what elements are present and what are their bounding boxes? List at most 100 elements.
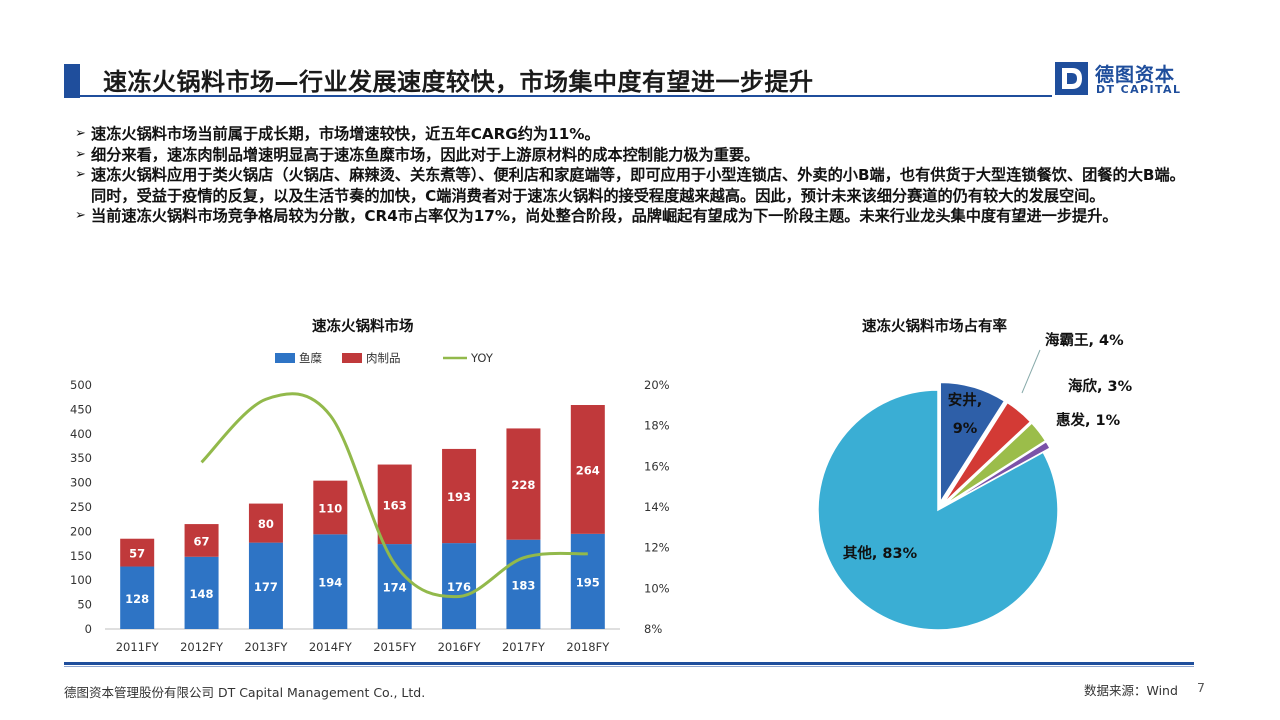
- data-label: 177: [254, 580, 278, 594]
- bar-segment: [377, 464, 412, 545]
- x-tick-label: 2017FY: [502, 640, 546, 654]
- bullet-arrow-icon: ➢: [75, 208, 86, 223]
- pie-slice: [942, 401, 1032, 505]
- pie-label: 9%: [953, 421, 978, 437]
- x-tick-label: 2016FY: [438, 640, 482, 654]
- pie-label: 安井,: [948, 391, 983, 409]
- y2-tick-label: 12%: [644, 541, 670, 555]
- title-underline: [80, 95, 1052, 97]
- footer-divider-thin: [64, 666, 1194, 667]
- pie-chart: 安井, 9% 海霸王, 4% 海欣, 3% 惠发, 1% 其他, 83%: [817, 331, 1133, 631]
- bar-segment: [313, 480, 348, 535]
- y-tick-label: 200: [70, 524, 92, 538]
- bar-segment: [184, 556, 219, 629]
- y-tick-label: 450: [70, 402, 92, 416]
- y2-tick-label: 20%: [644, 378, 670, 392]
- data-label: 193: [447, 490, 471, 504]
- data-label: 174: [383, 581, 407, 595]
- data-label: 163: [383, 498, 407, 512]
- logo-en-text: DT CAPITAL: [1096, 83, 1182, 96]
- data-label: 148: [190, 587, 214, 601]
- legend-swatch: [342, 353, 362, 363]
- company-logo: 德图资本 DT CAPITAL: [1055, 62, 1185, 98]
- bar-segment: [442, 448, 477, 544]
- data-label: 128: [125, 592, 149, 606]
- pie-label: 其他, 83%: [843, 544, 918, 562]
- legend-swatch: [275, 353, 295, 363]
- bullet-item: ➢ 速冻火锅料应用于类火锅店（火锅店、麻辣烫、关东煮等）、便利店和家庭端等，即可应…: [75, 166, 1185, 205]
- bullet-arrow-icon: ➢: [75, 146, 86, 162]
- y-tick-label: 250: [70, 500, 92, 514]
- bar-chart: 鱼糜 肉制品 YOY 0 50 100 150 200 250 300 350 400 450 500 8%…: [70, 351, 670, 654]
- data-label: 195: [576, 575, 600, 589]
- bullet-item: ➢ 当前速冻火锅料市场竞争格局较为分散，CR4市占率仅为17%，尚处整合阶段，品牌…: [75, 207, 1118, 225]
- legend-label: 鱼糜: [299, 351, 322, 365]
- page-title: 速冻火锅料市场—行业发展速度较快，市场集中度有望进一步提升: [103, 68, 814, 96]
- logo-cn-text: 德图资本: [1095, 64, 1176, 86]
- data-label: 194: [318, 576, 342, 590]
- pie-label: 惠发, 1%: [1056, 411, 1121, 429]
- x-tick-label: 2013FY: [244, 640, 288, 654]
- y-tick-label: 500: [70, 378, 92, 392]
- title-accent-bar: [64, 64, 80, 98]
- footer-source: 数据来源：Wind: [1084, 683, 1178, 698]
- pie-label: 海霸王, 4%: [1045, 331, 1124, 349]
- x-tick-label: 2014FY: [309, 640, 353, 654]
- y2-tick-label: 18%: [644, 419, 670, 433]
- bullet-list: ➢ 速冻火锅料市场当前属于成长期，市场增速较快，近五年CARG约为11%。 ➢ 细分…: [75, 124, 1195, 227]
- y-tick-label: 400: [70, 427, 92, 441]
- bullet-item: ➢ 速冻火锅料市场当前属于成长期，市场增速较快，近五年CARG约为11%。: [75, 125, 600, 143]
- data-label: 228: [511, 478, 535, 492]
- bar-chart-title: 速冻火锅料市场: [312, 319, 414, 335]
- bar-segment: [442, 543, 477, 629]
- bullet-arrow-icon: ➢: [75, 167, 86, 182]
- bar-segment: [184, 524, 219, 557]
- bar-segment: [506, 428, 541, 540]
- footer-divider: [64, 662, 1194, 665]
- bullet-item: ➢ 细分来看，速冻肉制品增速明显高于速冻鱼糜市场，因此对于上游原材料的成本控制能力…: [75, 145, 760, 164]
- data-label: 110: [318, 501, 342, 515]
- y-tick-label: 150: [70, 549, 92, 563]
- x-tick-label: 2015FY: [373, 640, 417, 654]
- pie-chart-title: 速冻火锅料市场占有率: [862, 319, 1007, 335]
- pie-label: 海欣, 3%: [1068, 377, 1133, 395]
- logo-mark: [1055, 62, 1088, 95]
- page-number: 7: [1197, 680, 1205, 695]
- bar-segment: [120, 538, 155, 567]
- x-tick-label: 2011FY: [116, 640, 160, 654]
- pie-slice: [817, 389, 1059, 631]
- y-tick-label: 100: [70, 573, 92, 587]
- pie-slice: [943, 421, 1047, 506]
- data-label: 57: [129, 547, 145, 561]
- data-label: 183: [511, 578, 535, 592]
- y-tick-label: 300: [70, 476, 92, 490]
- legend-label: 肉制品: [366, 351, 401, 365]
- bar-segment: [248, 503, 283, 543]
- data-label: 67: [194, 534, 210, 548]
- legend-label: YOY: [470, 351, 494, 365]
- pie-slice: [939, 381, 1006, 505]
- y-tick-label: 350: [70, 451, 92, 465]
- x-tick-label: 2012FY: [180, 640, 224, 654]
- data-label: 80: [258, 517, 274, 531]
- leader-line: [1021, 349, 1041, 394]
- bar-segment: [570, 405, 605, 534]
- y2-tick-label: 14%: [644, 500, 670, 514]
- bar-segment: [377, 544, 412, 629]
- pie-slice: [944, 440, 1052, 507]
- data-label: 264: [576, 463, 600, 477]
- y2-tick-label: 16%: [644, 459, 670, 473]
- bar-segment: [120, 566, 155, 629]
- y2-tick-label: 10%: [644, 581, 670, 595]
- yoy-line: [200, 392, 588, 599]
- data-label: 176: [447, 580, 471, 594]
- bar-segment: [570, 533, 605, 629]
- y-tick-label: 0: [85, 622, 92, 636]
- y2-tick-label: 8%: [644, 622, 662, 636]
- bar-segment: [313, 534, 348, 629]
- x-tick-label: 2018FY: [566, 640, 610, 654]
- bar-segment: [248, 542, 283, 629]
- bullet-arrow-icon: ➢: [75, 126, 86, 141]
- footer-company: 德图资本管理股份有限公司 DT Capital Management Co., …: [64, 685, 426, 700]
- y-tick-label: 50: [77, 598, 92, 612]
